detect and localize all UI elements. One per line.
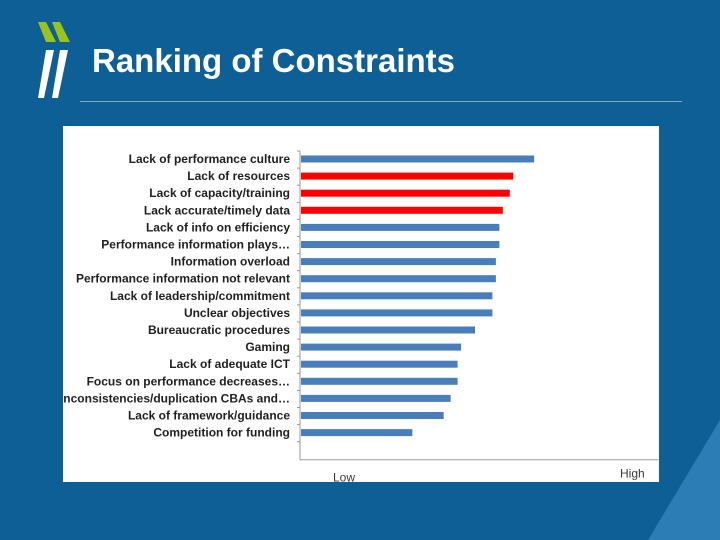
bar bbox=[301, 343, 462, 351]
category-label: Lack of info on efficiency bbox=[146, 220, 290, 234]
bar-highlighted bbox=[301, 172, 514, 180]
bar bbox=[301, 292, 493, 300]
category-label: Competition for funding bbox=[153, 426, 290, 440]
category-label: Lack of resources bbox=[187, 169, 290, 183]
bar bbox=[301, 275, 496, 283]
bar bbox=[301, 377, 458, 385]
category-label: Lack of framework/guidance bbox=[128, 409, 290, 423]
category-label: Lack of adequate ICT bbox=[169, 357, 290, 371]
chart-panel: Lack of performance culture Lack of resou… bbox=[63, 126, 659, 482]
category-label: Lack accurate/timely data bbox=[144, 203, 290, 217]
category-label: Gaming bbox=[245, 340, 290, 354]
category-label: Lack of leadership/commitment bbox=[110, 289, 290, 303]
title-divider bbox=[80, 101, 682, 102]
slide-title: Ranking of Constraints bbox=[92, 42, 456, 79]
bar bbox=[301, 258, 496, 266]
x-axis-high-label: High bbox=[620, 467, 645, 481]
bar bbox=[301, 429, 413, 437]
bar bbox=[301, 326, 475, 334]
constraints-bar-chart: Lack of performance culture Lack of resou… bbox=[63, 150, 659, 482]
category-label: Information overload bbox=[171, 255, 290, 269]
category-label: Lack of capacity/training bbox=[149, 186, 290, 200]
category-label: Inconsistencies/duplication CBAs and… bbox=[63, 391, 290, 405]
oecd-chevron-logo bbox=[38, 22, 70, 98]
category-label: Lack of performance culture bbox=[129, 152, 291, 166]
bar bbox=[301, 241, 500, 248]
category-label: Unclear objectives bbox=[184, 306, 290, 320]
bar bbox=[301, 223, 500, 231]
bar bbox=[301, 309, 493, 317]
bar-highlighted bbox=[301, 206, 503, 214]
bar bbox=[301, 360, 458, 368]
category-label: Focus on performance decreases… bbox=[87, 374, 290, 388]
category-label: Bureaucratic procedures bbox=[148, 323, 290, 337]
bar bbox=[301, 412, 444, 419]
category-label: Performance information plays… bbox=[101, 238, 290, 252]
category-label: Performance information not relevant bbox=[76, 272, 290, 286]
x-axis-low-label: Low bbox=[333, 471, 355, 482]
bar-highlighted bbox=[301, 189, 510, 197]
bar bbox=[301, 394, 451, 402]
bar bbox=[301, 155, 535, 163]
corner-accent-shape bbox=[648, 420, 720, 540]
